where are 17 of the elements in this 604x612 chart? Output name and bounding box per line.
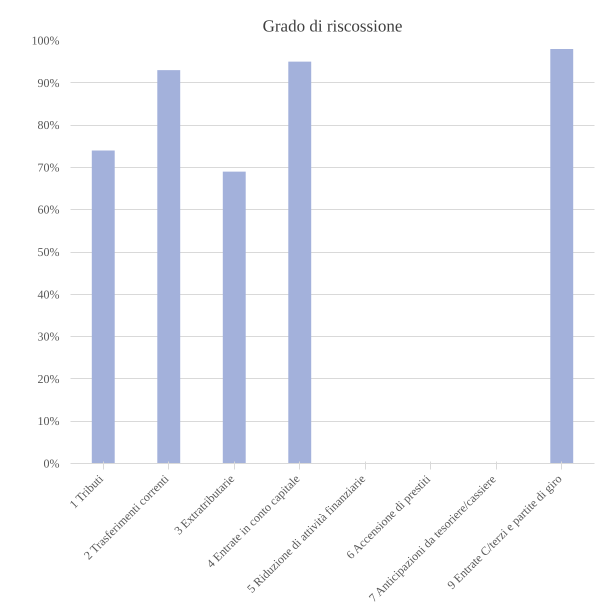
y-tick-label: 10%	[38, 414, 60, 428]
y-tick-label: 20%	[38, 372, 60, 386]
y-tick-label: 70%	[38, 160, 60, 174]
y-tick-label: 30%	[38, 330, 60, 344]
bar	[92, 150, 115, 464]
bar	[157, 70, 180, 464]
y-tick-label: 80%	[38, 118, 60, 132]
y-tick-label: 100%	[32, 34, 60, 48]
y-tick-label: 0%	[44, 456, 60, 470]
bar	[222, 172, 246, 464]
y-tick-label: 50%	[38, 245, 60, 259]
bar	[288, 62, 312, 464]
bar	[550, 48, 574, 464]
y-tick-label: 60%	[38, 202, 60, 217]
y-tick-label: 40%	[38, 287, 60, 302]
y-tick-label: 90%	[38, 76, 60, 90]
chart-title: Grado di riscossione	[262, 16, 402, 36]
